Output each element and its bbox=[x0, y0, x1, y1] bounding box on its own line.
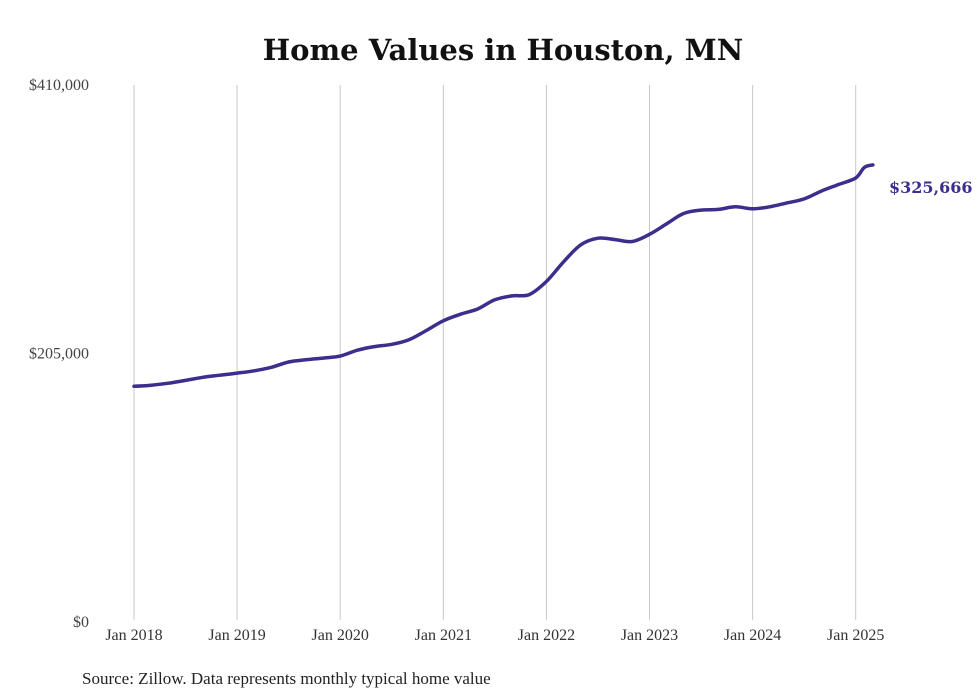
x-tick-label: Jan 2018 bbox=[105, 627, 162, 644]
x-axis-ticks: Jan 2018 Jan 2019 Jan 2020 Jan 2021 Jan 2022… bbox=[105, 627, 884, 644]
y-tick-label: $205,000 bbox=[29, 346, 89, 363]
x-tick-label: Jan 2019 bbox=[208, 627, 265, 644]
x-tick-label: Jan 2021 bbox=[415, 627, 472, 644]
x-tick-label: Jan 2023 bbox=[621, 627, 678, 644]
x-tick-label: Jan 2025 bbox=[827, 627, 884, 644]
source-note: Source: Zillow. Data represents monthly … bbox=[82, 669, 491, 688]
x-tick-label: Jan 2022 bbox=[518, 627, 575, 644]
series-line bbox=[132, 163, 875, 388]
y-tick-label: $0 bbox=[73, 614, 89, 631]
end-value-label: $325,666 bbox=[889, 178, 973, 197]
chart-title: Home Values in Houston, MN bbox=[263, 33, 744, 67]
x-tick-label: Jan 2020 bbox=[312, 627, 369, 644]
y-axis-ticks: $0 $205,000 $410,000 bbox=[29, 77, 89, 631]
gridlines bbox=[133, 85, 857, 620]
x-tick-label: Jan 2024 bbox=[724, 627, 781, 644]
y-tick-label: $410,000 bbox=[29, 77, 89, 94]
